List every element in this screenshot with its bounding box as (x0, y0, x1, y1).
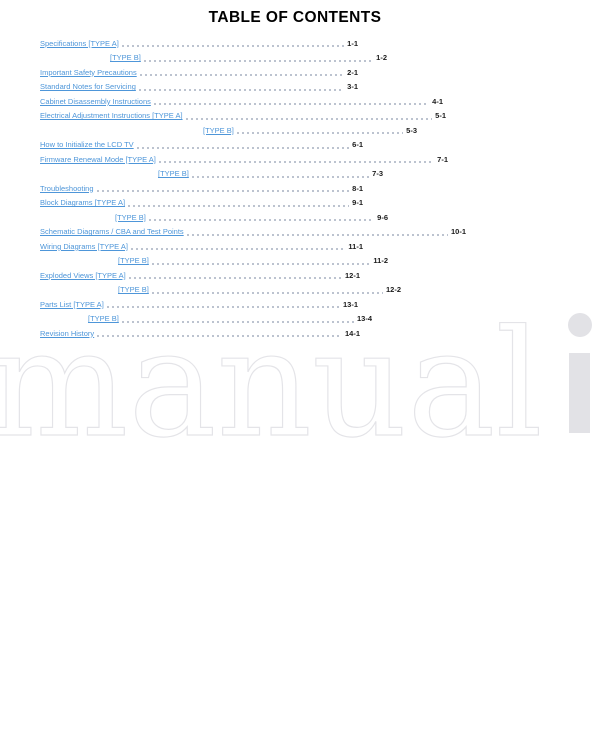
toc-link[interactable]: Standard Notes for Servicing (40, 82, 136, 92)
toc-row: Block Diagrams [TYPE A] 9-1 (40, 196, 363, 211)
dotted-leader (151, 291, 383, 294)
toc-page-number: 2-1 (347, 67, 358, 77)
dotted-leader (143, 59, 374, 62)
toc-row: Firmware Renewal Mode [TYPE A] 7-1 (40, 152, 448, 167)
toc-page-number: 4-1 (432, 96, 443, 106)
toc-link[interactable]: Exploded Views [TYPE A] (40, 270, 126, 280)
toc-page-number: 9-6 (377, 212, 388, 222)
toc-row: Exploded Views [TYPE A] 12-1 (40, 268, 360, 283)
toc-page-number: 11-1 (348, 241, 363, 251)
toc-link[interactable]: Revision History (40, 328, 95, 338)
toc-link[interactable]: [TYPE B] (115, 212, 146, 222)
dotted-leader (138, 88, 345, 91)
toc-row: [TYPE B] 13-4 (88, 312, 372, 327)
dotted-leader (130, 248, 346, 250)
toc-page-number: 12-2 (385, 285, 401, 295)
toc-row: [TYPE B] 12-2 (118, 283, 401, 298)
toc-page-number: 13-1 (342, 299, 358, 309)
toc-row: Wiring Diagrams [TYPE A] 11-1 (40, 239, 363, 254)
dotted-leader (128, 204, 350, 207)
toc-link[interactable]: Specifications [TYPE A] (40, 38, 119, 48)
dotted-leader (148, 219, 375, 221)
toc-row: [TYPE B] 1-2 (110, 51, 387, 66)
toc-page-number: 7-1 (437, 154, 448, 164)
toc-link[interactable]: Firmware Renewal Mode [TYPE A] (40, 154, 156, 164)
toc-link[interactable]: [TYPE B] (88, 314, 119, 324)
dotted-leader (151, 262, 371, 265)
toc-link[interactable]: [TYPE B] (118, 256, 149, 266)
toc-page-number: 3-1 (347, 82, 358, 92)
toc-page-number: 12-1 (344, 270, 360, 280)
toc-link[interactable]: Schematic Diagrams / CBA and Test Points (40, 227, 184, 237)
toc-row: [TYPE B] 7-3 (158, 167, 383, 182)
toc-link[interactable]: Block Diagrams [TYPE A] (40, 198, 126, 208)
page-title: TABLE OF CONTENTS (208, 9, 382, 26)
toc-page-number: 8-1 (352, 183, 363, 193)
dotted-leader (153, 103, 430, 105)
toc-page-number: 11-2 (373, 256, 388, 266)
toc-link[interactable]: Important Safety Precautions (40, 67, 137, 77)
toc-link[interactable]: Cabinet Disassembly Instructions (40, 96, 151, 106)
toc-page-number: 10-1 (450, 227, 466, 237)
toc-link[interactable]: Wiring Diagrams [TYPE A] (40, 241, 128, 251)
dotted-leader (158, 161, 435, 163)
dotted-leader (97, 335, 342, 337)
dotted-leader (128, 277, 342, 279)
toc-page-number: 5-1 (435, 111, 446, 121)
toc-row: Standard Notes for Servicing 3-1 (40, 80, 358, 95)
toc-link[interactable]: [TYPE B] (158, 169, 189, 179)
toc-link[interactable]: [TYPE B] (203, 125, 234, 135)
toc-link[interactable]: Troubleshooting (40, 183, 94, 193)
toc-page-number: 14-1 (344, 328, 360, 338)
toc-row: [TYPE B] 11-2 (118, 254, 388, 269)
toc-row: Electrical Adjustment Instructions [TYPE… (40, 109, 446, 124)
toc-page-number: 7-3 (372, 169, 383, 179)
dotted-leader (236, 132, 404, 134)
toc-row: Schematic Diagrams / CBA and Test Points… (40, 225, 466, 240)
dotted-leader (121, 45, 345, 47)
table-of-contents: Specifications [TYPE A] 1-1 [TYPE B] 1-2 Imp… (0, 36, 600, 341)
toc-link[interactable]: [TYPE B] (118, 285, 149, 295)
dotted-leader (185, 117, 433, 120)
dotted-leader (136, 146, 350, 149)
toc-link[interactable]: Parts List [TYPE A] (40, 299, 104, 309)
dotted-leader (96, 190, 350, 192)
toc-row: [TYPE B] 9-6 (115, 210, 388, 225)
toc-link[interactable]: Electrical Adjustment Instructions [TYPE… (40, 111, 183, 121)
toc-link[interactable]: How to Initialize the LCD TV (40, 140, 134, 150)
toc-page-number: 1-2 (376, 53, 387, 63)
toc-row: Parts List [TYPE A] 13-1 (40, 297, 358, 312)
dotted-leader (139, 74, 345, 76)
toc-page-number: 6-1 (352, 140, 363, 150)
toc-row: Revision History 14-1 (40, 326, 360, 341)
toc-row: How to Initialize the LCD TV 6-1 (40, 138, 363, 153)
toc-link[interactable]: [TYPE B] (110, 53, 141, 63)
toc-row: [TYPE B] 5-3 (203, 123, 417, 138)
toc-row: Troubleshooting 8-1 (40, 181, 363, 196)
dotted-leader (106, 306, 340, 308)
toc-page-number: 5-3 (406, 125, 417, 135)
dotted-leader (186, 233, 448, 236)
toc-page-number: 9-1 (352, 198, 363, 208)
toc-row: Cabinet Disassembly Instructions 4-1 (40, 94, 443, 109)
toc-page-number: 13-4 (356, 314, 372, 324)
toc-row: Specifications [TYPE A] 1-1 (40, 36, 358, 51)
toc-row: Important Safety Precautions 2-1 (40, 65, 358, 80)
toc-page-number: 1-1 (347, 38, 358, 48)
dotted-leader (121, 320, 354, 323)
dotted-leader (191, 175, 370, 178)
